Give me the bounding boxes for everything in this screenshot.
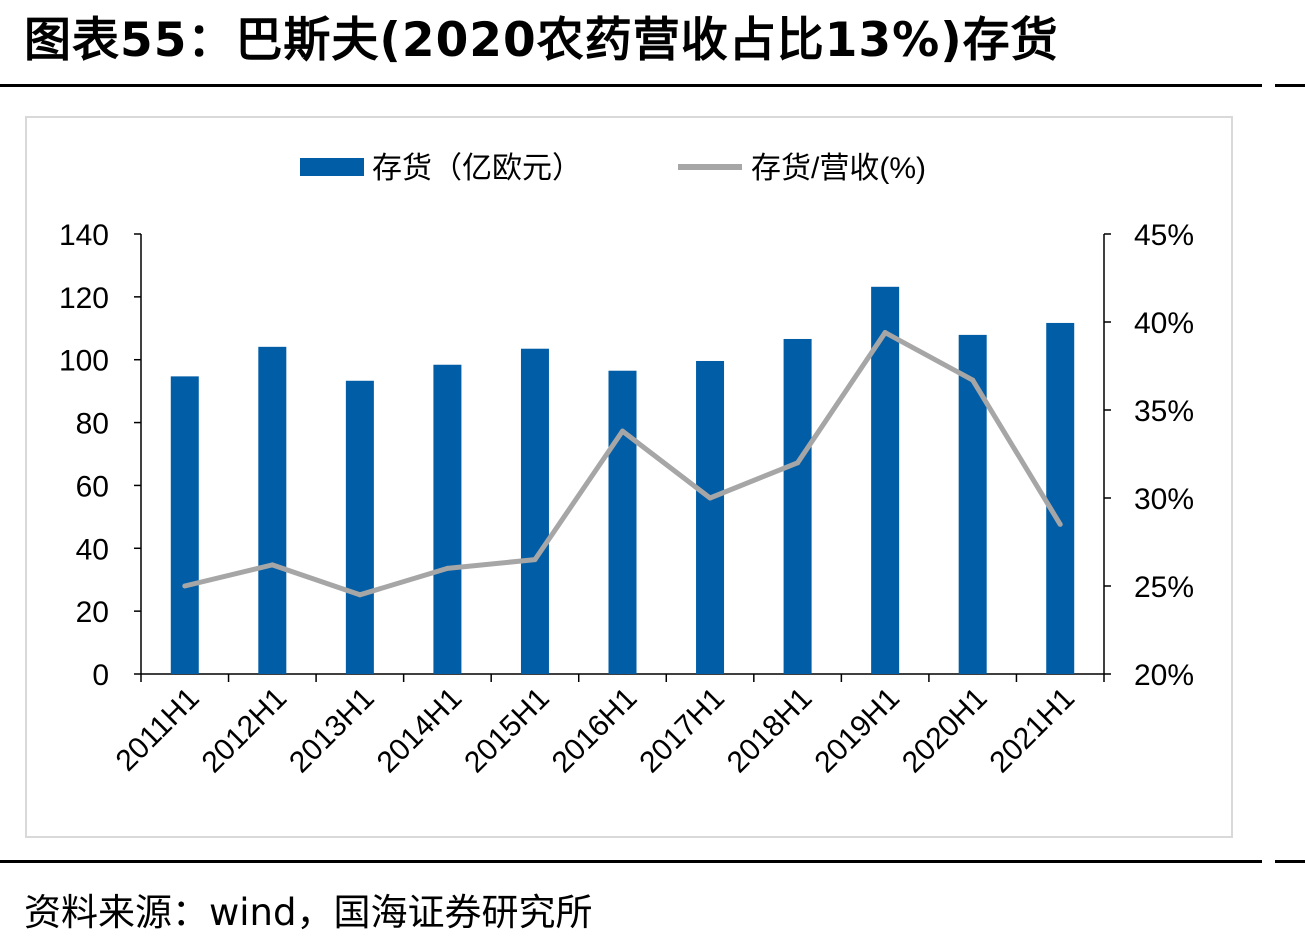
bottom-divider <box>0 860 1262 863</box>
inventory-bar <box>1046 322 1075 674</box>
ratio-point <box>795 460 801 466</box>
top-divider <box>0 84 1262 87</box>
source-note: 资料来源：wind，国海证券研究所 <box>24 891 593 934</box>
ratio-point <box>444 565 450 571</box>
x-category-label: 2012H1 <box>196 682 294 780</box>
x-category-label: 2018H1 <box>721 682 819 780</box>
left-tick-label: 80 <box>76 408 109 441</box>
legend-line-label: 存货/营收(%) <box>751 152 926 185</box>
x-category-label: 2015H1 <box>458 682 556 780</box>
left-tick-label: 120 <box>59 282 109 315</box>
inventory-bar <box>258 346 287 674</box>
x-category-label: 2021H1 <box>984 682 1082 780</box>
x-category-label: 2017H1 <box>633 682 731 780</box>
chart-title: 图表55：巴斯夫(2020农药营收占比13%)存货 <box>24 13 1059 68</box>
top-divider-dash <box>1275 84 1305 87</box>
x-category-label: 2013H1 <box>283 682 381 780</box>
right-tick-label: 20% <box>1134 659 1194 692</box>
right-tick-label: 30% <box>1134 483 1194 516</box>
chart-frame: 0 20 40 60 80 100 120 140 20% 25% 30% 35% 40% 45% 2011… <box>25 116 1233 838</box>
x-category-label: 2014H1 <box>371 682 469 780</box>
inventory-bar <box>170 376 199 674</box>
legend-bar-swatch <box>300 158 364 176</box>
ratio-point <box>532 557 538 563</box>
inventory-bar <box>608 370 637 674</box>
ratio-point <box>1057 521 1063 527</box>
x-category-label: 2020H1 <box>896 682 994 780</box>
left-tick-label: 60 <box>76 470 109 503</box>
right-tick-label: 25% <box>1134 571 1194 604</box>
left-tick-label: 40 <box>76 533 109 566</box>
inventory-bar <box>696 360 725 674</box>
left-tick-label: 100 <box>59 345 109 378</box>
ratio-point <box>620 428 625 434</box>
bottom-divider-dash <box>1275 860 1305 863</box>
inventory-bar <box>958 334 987 674</box>
x-category-label: 2016H1 <box>546 682 644 780</box>
inventory-bar <box>433 364 462 674</box>
left-tick-label: 140 <box>59 219 109 252</box>
ratio-point <box>882 330 888 336</box>
combo-chart: 0 20 40 60 80 100 120 140 20% 25% 30% 35% 40% 45% 2011… <box>59 152 1194 780</box>
ratio-point <box>182 583 188 589</box>
inventory-bar <box>871 286 900 674</box>
inventory-bar <box>345 380 374 674</box>
ratio-point <box>269 562 275 568</box>
right-tick-label: 45% <box>1134 219 1194 252</box>
left-tick-label: 20 <box>76 596 109 629</box>
x-category-label: 2011H1 <box>110 682 206 778</box>
left-tick-label: 0 <box>92 659 109 692</box>
inventory-bar <box>783 338 812 674</box>
ratio-point <box>707 495 713 501</box>
right-tick-label: 35% <box>1134 395 1194 428</box>
inventory-bar <box>520 348 549 674</box>
right-tick-label: 40% <box>1134 307 1194 340</box>
ratio-point <box>357 592 363 598</box>
ratio-point <box>970 377 976 383</box>
legend-bar-label: 存货（亿欧元） <box>372 152 582 185</box>
x-category-label: 2019H1 <box>808 682 906 780</box>
